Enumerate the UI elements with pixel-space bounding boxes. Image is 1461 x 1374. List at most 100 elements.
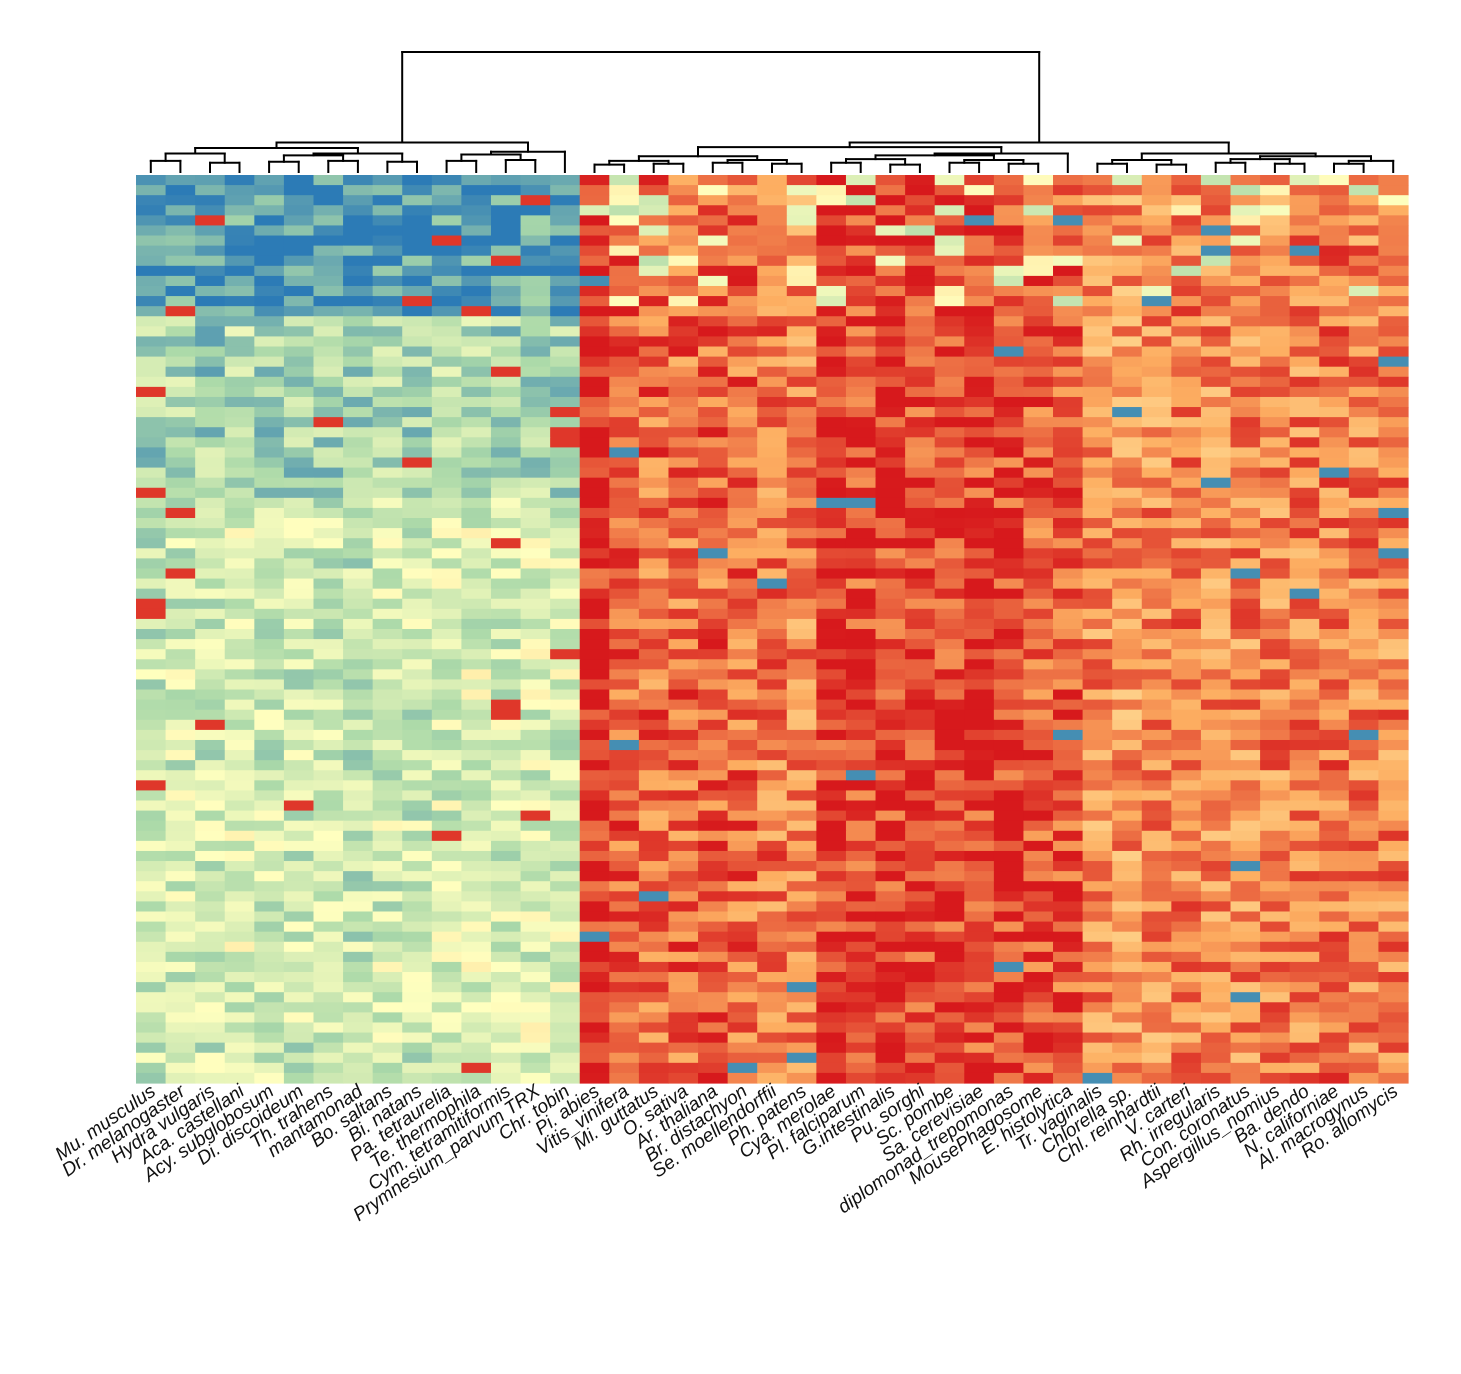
heatmap-cell (757, 285, 788, 297)
heatmap-cell (136, 719, 167, 731)
heatmap-cell (905, 699, 936, 711)
heatmap-cell (313, 861, 344, 872)
heatmap-cell (934, 437, 965, 448)
heatmap-cell (431, 1032, 462, 1044)
heatmap-cell (845, 245, 877, 257)
heatmap-cell (1230, 518, 1261, 529)
heatmap-cell (905, 558, 936, 570)
heatmap-cell (1348, 709, 1380, 721)
heatmap-cell (638, 346, 670, 358)
heatmap-cell (402, 951, 433, 963)
heatmap-cell (816, 911, 847, 923)
heatmap-cell (1171, 195, 1202, 206)
heatmap-cell (1260, 982, 1291, 993)
heatmap-cell (905, 689, 936, 701)
heatmap-cell (1112, 477, 1143, 489)
heatmap-cell (1348, 972, 1380, 983)
heatmap-cell (283, 941, 315, 953)
heatmap-cell (1319, 518, 1350, 529)
heatmap-cell (698, 598, 729, 610)
heatmap-cell (638, 649, 670, 660)
heatmap-cell (1319, 921, 1350, 933)
heatmap-cell (402, 467, 433, 479)
heatmap-cell (1260, 518, 1291, 529)
heatmap-cell (786, 386, 817, 398)
heatmap-cell (431, 346, 462, 358)
heatmap-cell (934, 1062, 965, 1074)
heatmap-cell (1230, 477, 1261, 489)
heatmap-cell (1230, 1002, 1261, 1013)
heatmap-cell (1141, 982, 1172, 993)
heatmap-cell (757, 306, 788, 317)
heatmap-cell (993, 659, 1025, 670)
heatmap-cell (490, 528, 522, 539)
heatmap-cell (165, 285, 196, 297)
heatmap-cell (520, 235, 551, 247)
heatmap-cell (757, 427, 788, 438)
heatmap-cell (1171, 417, 1202, 428)
heatmap-cell (1230, 507, 1261, 519)
heatmap-cell (1053, 296, 1084, 307)
heatmap-cell (875, 810, 906, 822)
heatmap-cell (1378, 417, 1409, 428)
heatmap-cell (875, 336, 906, 348)
heatmap-cell (934, 235, 965, 247)
heatmap-cell (1230, 1012, 1261, 1024)
heatmap-cell (875, 770, 906, 781)
heatmap-cell (816, 770, 847, 781)
heatmap-cell (875, 497, 906, 509)
heatmap-cell (520, 356, 551, 368)
heatmap-cell (875, 346, 906, 358)
heatmap-cell (520, 427, 551, 438)
heatmap-cell (579, 548, 610, 559)
heatmap-cell (786, 518, 817, 529)
heatmap-cell (905, 427, 936, 438)
heatmap-cell (224, 699, 255, 711)
heatmap-cell (1171, 1012, 1202, 1024)
heatmap-cell (993, 346, 1025, 358)
heatmap-cell (786, 618, 817, 630)
heatmap-cell (1200, 215, 1232, 227)
heatmap-cell (402, 225, 433, 237)
heatmap-cell (845, 1012, 877, 1024)
heatmap-cell (1200, 326, 1232, 338)
heatmap-cell (431, 407, 462, 418)
heatmap-cell (1023, 235, 1054, 247)
heatmap-cell (1053, 376, 1084, 388)
heatmap-cell (431, 861, 462, 872)
heatmap-cell (579, 215, 610, 227)
heatmap-cell (1023, 992, 1054, 1003)
heatmap-cell (993, 275, 1025, 287)
heatmap-cell (254, 800, 285, 812)
heatmap-cell (1289, 195, 1320, 206)
heatmap-cell (1141, 679, 1172, 691)
heatmap-cell (1378, 346, 1409, 358)
heatmap-cell (905, 618, 936, 630)
heatmap-cell (668, 396, 699, 408)
heatmap-cell (1141, 427, 1172, 438)
heatmap-cell (490, 881, 522, 892)
heatmap-cell (1260, 679, 1291, 691)
heatmap-cell (195, 417, 226, 428)
heatmap-cell (786, 770, 817, 781)
heatmap-cell (757, 1042, 788, 1054)
heatmap-cell (402, 669, 433, 681)
heatmap-cell (283, 911, 315, 923)
heatmap-cell (1319, 750, 1350, 761)
heatmap-cell (343, 820, 374, 832)
heatmap-cell (638, 629, 670, 640)
heatmap-cell (1023, 629, 1054, 640)
heatmap-cell (1082, 376, 1113, 388)
heatmap-cell (786, 881, 817, 892)
heatmap-cell (875, 548, 906, 559)
heatmap-cell (1200, 195, 1232, 206)
heatmap-cell (845, 225, 877, 237)
heatmap-cell (343, 598, 374, 610)
heatmap-cell (698, 376, 729, 388)
heatmap-cell (1260, 215, 1291, 227)
heatmap-cell (698, 850, 729, 862)
heatmap-cell (520, 336, 551, 348)
heatmap-cell (816, 275, 847, 287)
heatmap-cell (224, 427, 255, 438)
heatmap-cell (698, 437, 729, 448)
